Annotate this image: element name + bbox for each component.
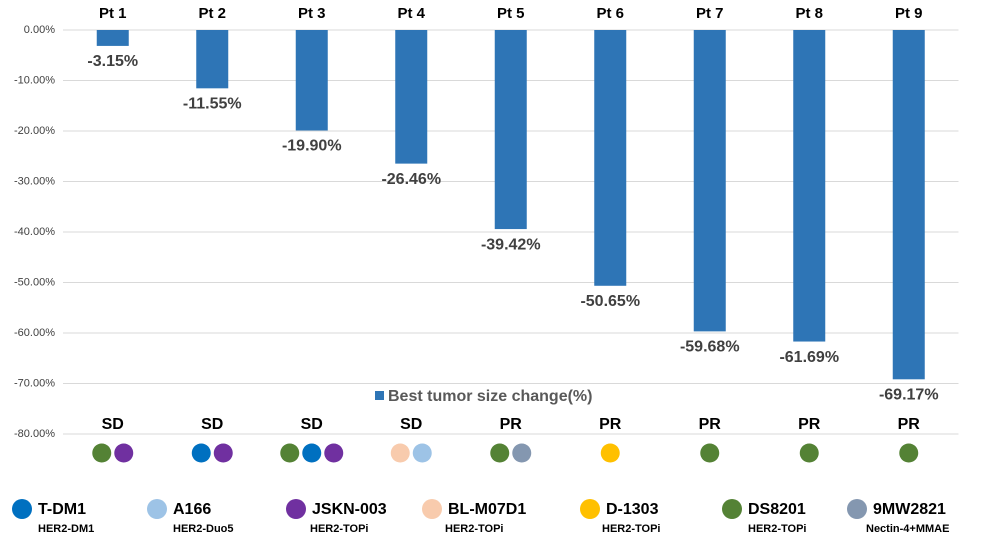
drug-dot xyxy=(213,443,233,463)
drug-dot xyxy=(600,443,620,463)
bar xyxy=(793,30,826,342)
drug-target: HER2-TOPi xyxy=(445,523,503,535)
bar xyxy=(395,30,428,164)
bar xyxy=(196,30,229,89)
value-label: -69.17% xyxy=(879,387,939,404)
legend-label: Best tumor size change(%) xyxy=(388,388,592,405)
drug-target: HER2-TOPi xyxy=(602,523,660,535)
drug-dot xyxy=(390,443,410,463)
value-label: -19.90% xyxy=(282,138,342,155)
drug-target: Nectin-4+MMAE xyxy=(866,523,949,535)
response-label: SD xyxy=(301,416,323,433)
y-tick-label: -40.00% xyxy=(14,226,55,238)
drug-target: HER2-DM1 xyxy=(38,523,94,535)
category-label: Pt 1 xyxy=(99,5,127,22)
response-label: PR xyxy=(599,416,622,433)
category-label: Pt 7 xyxy=(696,5,724,22)
y-tick-label: -20.00% xyxy=(14,125,55,137)
drug-dot xyxy=(191,443,211,463)
drug-name: A166 xyxy=(173,501,211,518)
category-label: Pt 6 xyxy=(596,5,624,22)
category-label: Pt 3 xyxy=(298,5,326,22)
category-label: Pt 4 xyxy=(397,5,425,22)
drug-legend-dot xyxy=(422,499,442,519)
value-label: -61.69% xyxy=(779,349,839,366)
value-label: -50.65% xyxy=(580,293,640,310)
drug-dot xyxy=(512,443,532,463)
drug-target: HER2-Duo5 xyxy=(173,523,234,535)
drug-dot xyxy=(92,443,112,463)
drug-dot xyxy=(899,443,919,463)
drug-legend-dot xyxy=(147,499,167,519)
response-label: SD xyxy=(102,416,124,433)
bar xyxy=(892,30,925,380)
value-label: -39.42% xyxy=(481,236,541,253)
value-label: -11.55% xyxy=(183,96,242,113)
drug-name: DS8201 xyxy=(748,501,806,518)
bar xyxy=(594,30,627,286)
drug-target: HER2-TOPi xyxy=(310,523,368,535)
drug-name: T-DM1 xyxy=(38,501,86,518)
drug-legend-dot xyxy=(286,499,306,519)
drug-name: 9MW2821 xyxy=(873,501,946,518)
drug-dot xyxy=(700,443,720,463)
drug-name: BL-M07D1 xyxy=(448,501,526,518)
drug-dot xyxy=(324,443,344,463)
response-label: PR xyxy=(699,416,722,433)
drug-legend-dot xyxy=(12,499,32,519)
drug-dot xyxy=(799,443,819,463)
response-label: SD xyxy=(400,416,422,433)
bar xyxy=(494,30,527,230)
drug-dot xyxy=(114,443,134,463)
y-tick-label: -30.00% xyxy=(14,175,55,187)
drug-dot xyxy=(490,443,510,463)
category-label: Pt 5 xyxy=(497,5,525,22)
legend-swatch xyxy=(375,391,384,400)
value-label: -3.15% xyxy=(87,53,138,70)
drug-name: JSKN-003 xyxy=(312,501,387,518)
drug-legend-dot xyxy=(722,499,742,519)
category-label: Pt 2 xyxy=(198,5,226,22)
value-label: -59.68% xyxy=(680,339,740,356)
drug-dot xyxy=(412,443,432,463)
y-tick-label: -80.00% xyxy=(14,428,55,440)
response-label: PR xyxy=(898,416,921,433)
bar xyxy=(295,30,328,131)
response-label: PR xyxy=(500,416,523,433)
y-tick-label: -70.00% xyxy=(14,377,55,389)
drug-name: D-1303 xyxy=(606,501,659,518)
bar xyxy=(693,30,726,332)
response-label: PR xyxy=(798,416,821,433)
y-tick-label: -60.00% xyxy=(14,327,55,339)
y-tick-label: 0.00% xyxy=(24,24,55,36)
drug-dot xyxy=(280,443,300,463)
drug-dot xyxy=(302,443,322,463)
y-tick-label: -10.00% xyxy=(14,74,55,86)
response-label: SD xyxy=(201,416,223,433)
value-label: -26.46% xyxy=(381,171,441,188)
drug-target: HER2-TOPi xyxy=(748,523,806,535)
bar xyxy=(96,30,129,46)
category-label: Pt 9 xyxy=(895,5,923,22)
drug-legend-dot xyxy=(580,499,600,519)
category-label: Pt 8 xyxy=(795,5,823,22)
drug-legend-dot xyxy=(847,499,867,519)
y-tick-label: -50.00% xyxy=(14,276,55,288)
